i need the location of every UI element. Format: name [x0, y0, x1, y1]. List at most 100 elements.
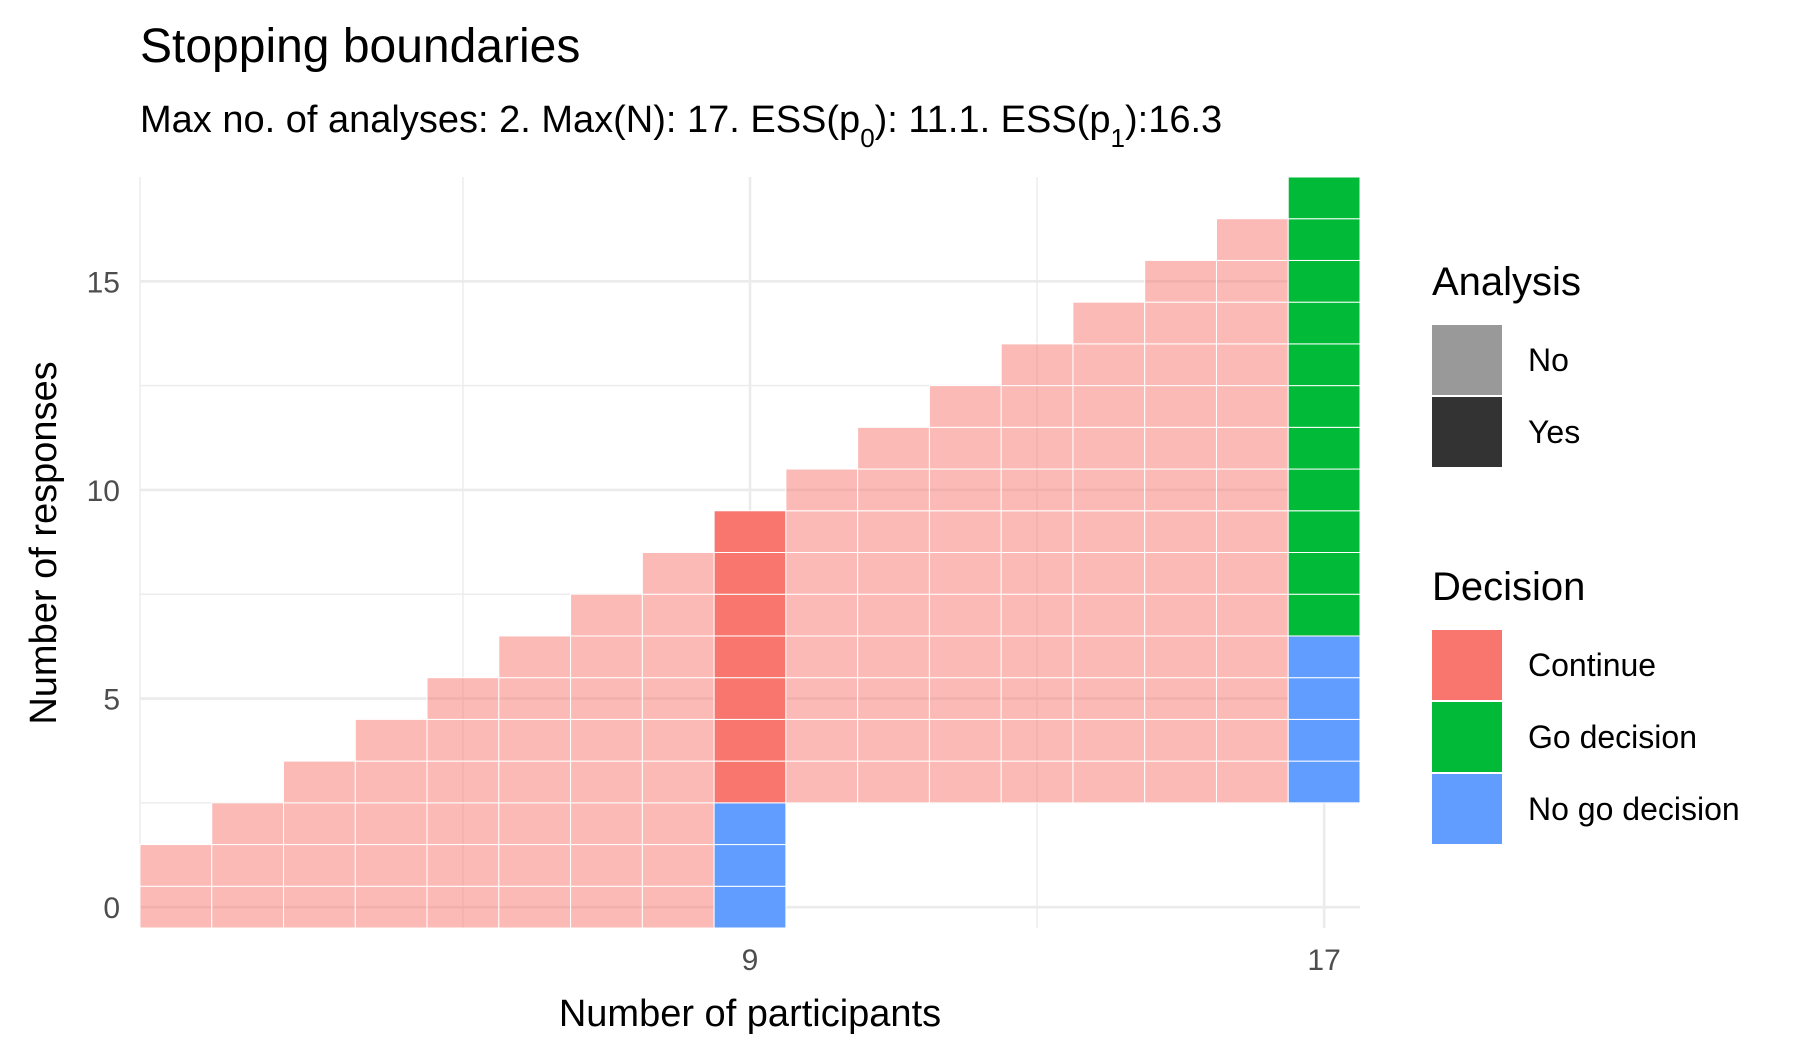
legend-key-yes: [1432, 397, 1502, 467]
tile-n11-r5: [857, 677, 930, 720]
tile-n16-r5: [1215, 677, 1289, 720]
legend-key-no-go-decision: [1432, 774, 1502, 844]
tile-n15-r12: [1144, 385, 1217, 428]
tile-n11-r8: [857, 552, 930, 595]
legend-label: Continue: [1528, 647, 1656, 683]
tile-n17-r10: [1287, 468, 1361, 512]
tile-n4-r1: [354, 844, 428, 887]
tile-n11-r11: [857, 426, 930, 470]
tile-n12-r6: [928, 635, 1002, 679]
tile-n16-r6: [1215, 635, 1289, 679]
tile-n6-r0: [498, 885, 572, 929]
x-tick-label: 17: [1307, 944, 1340, 977]
tile-n7-r1: [570, 844, 643, 887]
tile-n4-r2: [354, 802, 428, 846]
tile-n14-r5: [1072, 677, 1146, 720]
subtitle-part-2: ): 11.1. ESS(p: [875, 99, 1111, 141]
tile-n5-r3: [426, 760, 500, 804]
tile-n16-r9: [1215, 510, 1289, 553]
tile-n17-r6: [1287, 635, 1361, 679]
tile-n13-r9: [1000, 510, 1074, 553]
tile-n6-r5: [498, 677, 572, 720]
tile-n3-r2: [283, 802, 356, 846]
y-axis-ticks: 0 5 10 15: [87, 266, 120, 925]
tile-n2-r1: [211, 844, 285, 887]
tile-n15-r6: [1144, 635, 1217, 679]
tile-n14-r10: [1072, 468, 1146, 512]
tile-n9-r2: [713, 802, 787, 846]
tile-n14-r7: [1072, 593, 1146, 637]
tile-n11-r9: [857, 510, 930, 553]
tile-n15-r10: [1144, 468, 1217, 512]
tile-n10-r9: [785, 510, 859, 553]
tile-n11-r3: [857, 760, 930, 804]
tile-n8-r0: [641, 885, 715, 929]
tile-n6-r4: [498, 718, 572, 762]
tile-n11-r4: [857, 718, 930, 762]
tile-n8-r6: [641, 635, 715, 679]
tile-n16-r10: [1215, 468, 1289, 512]
tile-n17-r4: [1287, 718, 1361, 762]
tile-n7-r2: [570, 802, 643, 846]
tile-n17-r15: [1287, 259, 1361, 303]
legend-key-go-decision: [1432, 702, 1502, 772]
tile-n17-r13: [1287, 343, 1361, 387]
tile-n1-r1: [139, 844, 213, 887]
legend-analysis: Analysis No Yes: [1432, 260, 1581, 467]
tile-n1-r0: [139, 885, 213, 929]
tile-n14-r3: [1072, 760, 1146, 804]
tile-n17-r16: [1287, 218, 1361, 261]
legend-label: No: [1528, 342, 1569, 378]
y-tick-label: 5: [103, 684, 120, 717]
subtitle-subscript-2: 1: [1111, 123, 1125, 153]
tile-n10-r6: [785, 635, 859, 679]
tile-n5-r1: [426, 844, 500, 887]
y-axis-title: Number of responses: [23, 361, 65, 724]
tile-n8-r1: [641, 844, 715, 887]
tile-n9-r4: [713, 718, 787, 762]
tile-n10-r3: [785, 760, 859, 804]
tile-n4-r3: [354, 760, 428, 804]
tile-n7-r4: [570, 718, 643, 762]
tile-n15-r4: [1144, 718, 1217, 762]
tile-n10-r4: [785, 718, 859, 762]
tile-n16-r4: [1215, 718, 1289, 762]
legend-label: Yes: [1528, 414, 1580, 450]
tile-n12-r5: [928, 677, 1002, 720]
tile-n13-r5: [1000, 677, 1074, 720]
tile-n17-r9: [1287, 510, 1361, 553]
tile-n15-r15: [1144, 259, 1217, 303]
tile-n14-r12: [1072, 385, 1146, 428]
y-tick-label: 0: [103, 892, 120, 925]
tile-n15-r14: [1144, 301, 1217, 345]
tile-n16-r11: [1215, 426, 1289, 470]
tile-n9-r8: [713, 552, 787, 595]
tile-n13-r13: [1000, 343, 1074, 387]
tile-n12-r4: [928, 718, 1002, 762]
subtitle-part-3: ):16.3: [1125, 99, 1222, 141]
tile-n13-r6: [1000, 635, 1074, 679]
tile-n7-r0: [570, 885, 643, 929]
tile-n13-r3: [1000, 760, 1074, 804]
tile-n14-r13: [1072, 343, 1146, 387]
tile-n15-r7: [1144, 593, 1217, 637]
tile-n12-r8: [928, 552, 1002, 595]
subtitle-subscript-1: 0: [860, 123, 874, 153]
tile-n8-r4: [641, 718, 715, 762]
tile-n16-r3: [1215, 760, 1289, 804]
tile-n15-r11: [1144, 426, 1217, 470]
tile-n5-r0: [426, 885, 500, 929]
tile-n12-r3: [928, 760, 1002, 804]
legend-title: Decision: [1432, 565, 1585, 609]
tile-n2-r0: [211, 885, 285, 929]
tile-n12-r11: [928, 426, 1002, 470]
tile-n16-r16: [1215, 218, 1289, 261]
x-axis-ticks: 9 17: [742, 944, 1341, 977]
tile-n17-r12: [1287, 385, 1361, 428]
tile-n8-r2: [641, 802, 715, 846]
tile-n3-r1: [283, 844, 356, 887]
tile-n7-r3: [570, 760, 643, 804]
tile-n11-r7: [857, 593, 930, 637]
tile-n16-r12: [1215, 385, 1289, 428]
y-tick-label: 15: [87, 266, 120, 299]
